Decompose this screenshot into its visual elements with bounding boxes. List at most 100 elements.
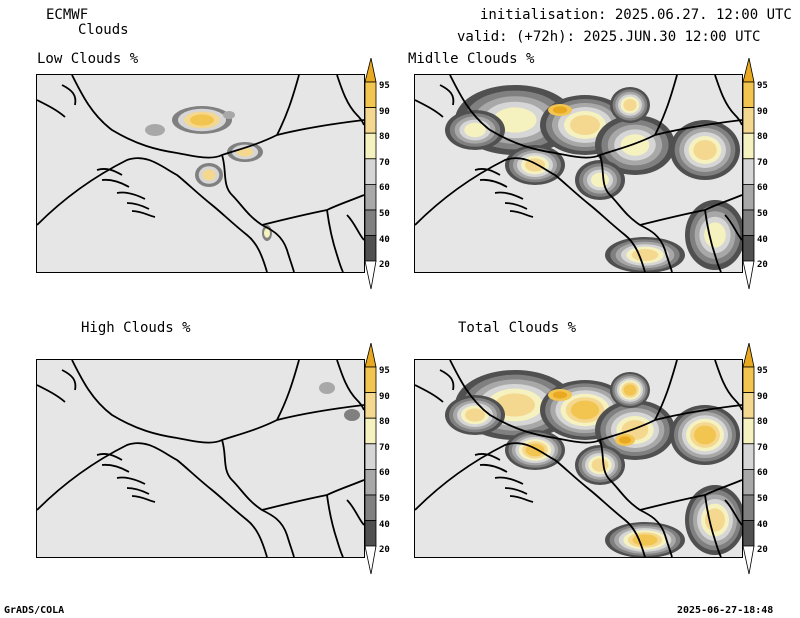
cloud-contour <box>570 400 600 420</box>
panel-title-low: Low Clouds % <box>37 51 139 67</box>
colorbar-tick-label: 40 <box>757 234 768 245</box>
colorbar-tick-label: 70 <box>379 442 390 453</box>
border-line <box>37 442 268 557</box>
colorbar-segment <box>742 132 755 160</box>
cloud-contour <box>623 99 637 111</box>
border-line <box>346 214 364 241</box>
low-clouds-map <box>36 74 365 273</box>
cloud-contour <box>694 425 716 445</box>
border-line <box>554 119 742 159</box>
cloud-contour <box>619 436 631 444</box>
colorbar-segment <box>364 443 377 470</box>
border-line <box>509 495 534 503</box>
border-line <box>415 99 444 118</box>
product-label: Clouds <box>78 22 129 38</box>
colorbar-segment <box>364 158 377 185</box>
border-line <box>654 75 678 136</box>
colorbar-tick-label: 70 <box>757 157 768 168</box>
border-line <box>479 178 508 188</box>
footer-left: GrADS/COLA <box>4 605 65 616</box>
border-line <box>494 191 524 200</box>
border-line <box>504 487 528 495</box>
border-line <box>724 214 742 241</box>
colorbar-tick-label: 95 <box>379 81 390 91</box>
colorbar-tick-label: 20 <box>757 545 768 556</box>
border-line <box>336 360 364 411</box>
colorbar-tick-label: 60 <box>757 183 768 194</box>
border-line <box>96 168 123 176</box>
high-clouds-map <box>36 359 365 558</box>
colorbar-segment <box>742 392 755 419</box>
border-line <box>101 463 130 473</box>
colorbar-tick-label: 80 <box>757 132 768 143</box>
colorbar-low: 95 90 80 70 60 50 40 20 <box>364 57 390 294</box>
colorbar-tick-label: 60 <box>757 468 768 479</box>
cloud-contour <box>190 114 214 126</box>
border-line <box>131 495 156 503</box>
colorbar-tick-label: 40 <box>379 234 390 245</box>
colorbar-segment <box>742 209 755 237</box>
border-line <box>126 202 150 210</box>
colorbar-segment <box>742 443 755 470</box>
colorbar-segment <box>364 366 377 394</box>
cloud-contour <box>464 122 486 138</box>
border-line <box>61 84 77 106</box>
map-canvas <box>37 75 364 272</box>
cloud-contour <box>495 393 535 417</box>
border-line <box>415 157 646 272</box>
border-line <box>37 99 66 118</box>
border-line <box>704 209 722 272</box>
colorbar-tick-label: 70 <box>379 157 390 168</box>
colorbar-tick-label: 50 <box>379 494 390 504</box>
cloud-contour <box>632 534 658 546</box>
colorbar-svg <box>742 342 755 575</box>
colorbar-tick-label: 60 <box>379 183 390 194</box>
border-line <box>37 157 268 272</box>
colorbar-tick-label: 90 <box>757 391 768 402</box>
colorbar-tick-label: 50 <box>379 209 390 219</box>
border-line <box>96 453 123 461</box>
colorbar-segment-95 <box>742 342 755 368</box>
border-line <box>71 360 178 439</box>
colorbar-tick-label: 60 <box>379 468 390 479</box>
border-line <box>449 360 556 439</box>
border-line <box>714 75 742 126</box>
panel-title-high: High Clouds % <box>81 320 191 336</box>
colorbar-tick-label: 95 <box>379 366 390 376</box>
cloud-contour <box>552 106 568 114</box>
cloud-contour <box>620 134 650 156</box>
colorbar-segment <box>364 469 377 496</box>
border-line <box>61 369 77 391</box>
border-line <box>714 360 742 411</box>
colorbar-segment <box>364 81 377 109</box>
border-line <box>116 191 146 200</box>
border-line <box>176 404 364 444</box>
border-line <box>494 476 524 485</box>
colorbar-segment <box>742 520 755 547</box>
border-line <box>326 494 344 557</box>
border-line <box>415 442 646 557</box>
colorbar-tick-label: 40 <box>379 519 390 530</box>
colorbar-segment-95 <box>364 57 377 83</box>
border-line <box>704 494 722 557</box>
panel-title-total: Total Clouds % <box>458 320 577 336</box>
colorbar-tick-label: 95 <box>757 366 768 376</box>
border-line <box>276 75 300 136</box>
border-line <box>37 384 66 403</box>
border-line <box>415 384 444 403</box>
colorbar-tick-label: 50 <box>757 494 768 504</box>
colorbar-segment <box>742 81 755 109</box>
border-line <box>126 487 150 495</box>
border-line <box>474 453 501 461</box>
colorbar-svg <box>364 342 377 575</box>
colorbar-segment-below <box>742 545 755 575</box>
cloud-contour <box>145 124 165 136</box>
map-canvas <box>415 360 742 557</box>
border-line <box>276 360 300 421</box>
cloud-contour <box>693 140 717 160</box>
colorbar-segment <box>364 392 377 419</box>
footer-right: 2025-06-27-18:48 <box>677 605 774 616</box>
cloud-contour <box>223 111 235 119</box>
cloud-contour <box>623 384 637 396</box>
colorbar-segment <box>364 520 377 547</box>
